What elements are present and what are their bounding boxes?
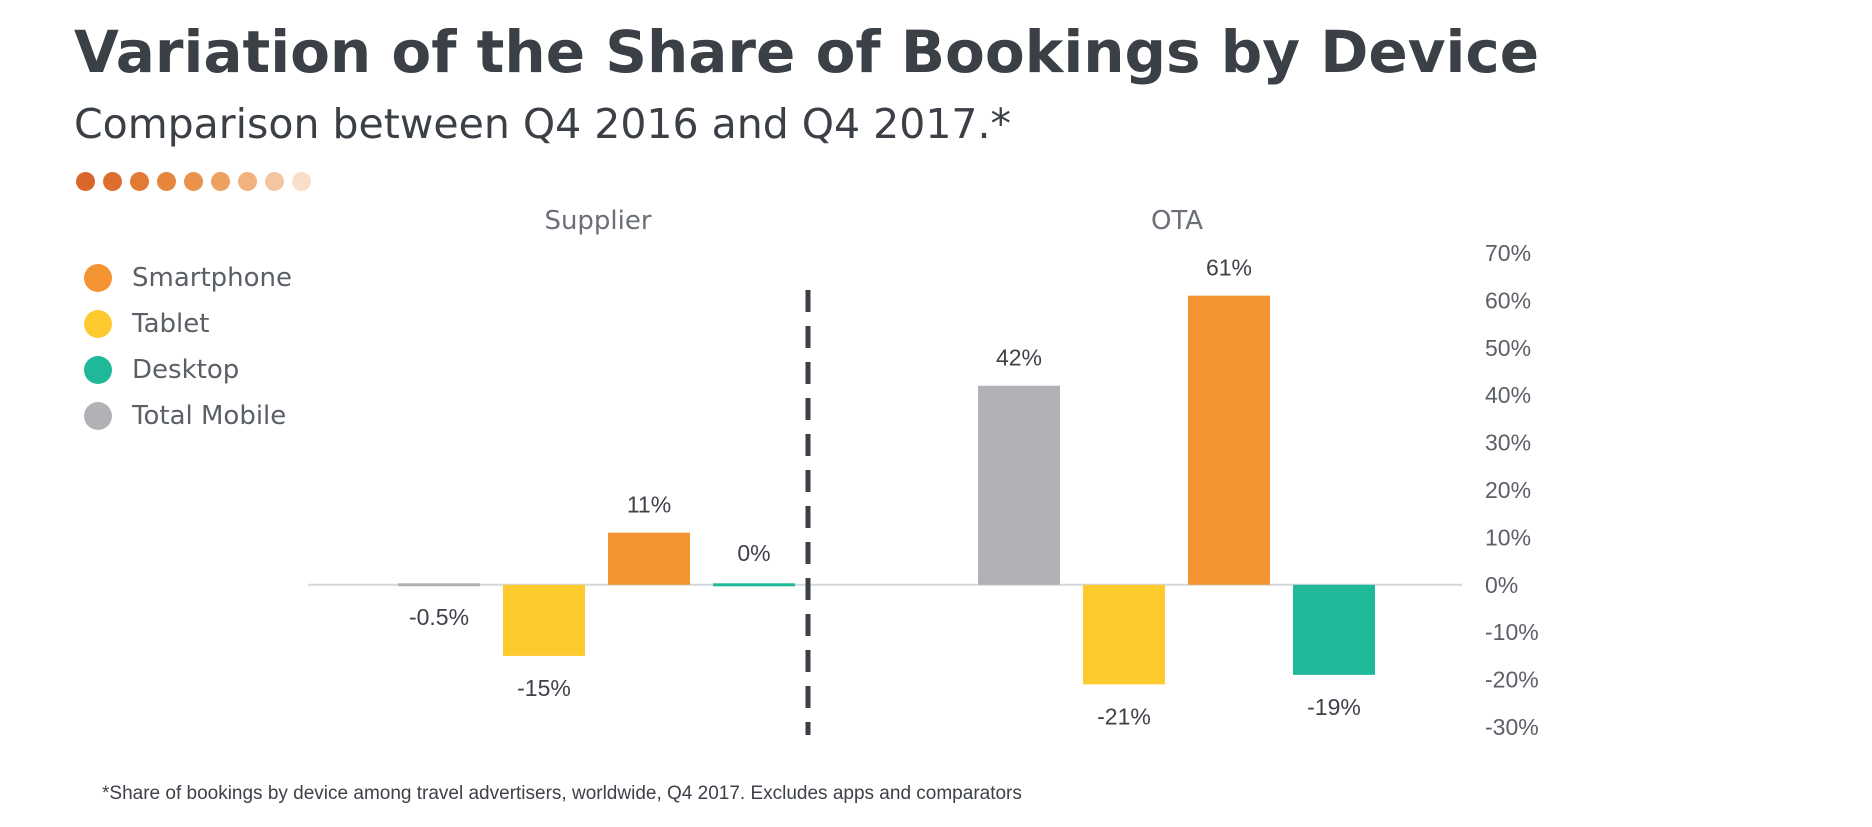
bar xyxy=(608,532,690,585)
data-label: 42% xyxy=(996,345,1042,371)
decorative-dot xyxy=(130,172,149,191)
legend-item: Desktop xyxy=(84,347,292,393)
legend-swatch xyxy=(84,356,112,384)
page-subtitle: Comparison between Q4 2016 and Q4 2017.* xyxy=(74,100,1012,148)
data-label: -0.5% xyxy=(409,604,469,630)
legend-label: Total Mobile xyxy=(132,401,287,431)
data-label: 0% xyxy=(737,540,770,566)
legend-item: Tablet xyxy=(84,301,292,347)
group-label: OTA xyxy=(1151,206,1203,236)
bar xyxy=(398,583,480,587)
y-tick-label: 20% xyxy=(1485,477,1531,503)
y-tick-label: 0% xyxy=(1485,572,1518,598)
decorative-dot xyxy=(238,172,257,191)
y-tick-label: -30% xyxy=(1485,714,1539,740)
decorative-dot xyxy=(292,172,311,191)
data-label: 61% xyxy=(1206,255,1252,281)
bar xyxy=(1083,584,1165,685)
bar xyxy=(713,583,795,587)
bar xyxy=(978,385,1060,585)
decorative-dot xyxy=(211,172,230,191)
y-tick-label: 30% xyxy=(1485,430,1531,456)
data-label: -21% xyxy=(1097,703,1151,729)
legend-label: Tablet xyxy=(132,309,210,339)
decorative-dot xyxy=(184,172,203,191)
bar xyxy=(503,584,585,656)
decorative-dot xyxy=(103,172,122,191)
data-label: -19% xyxy=(1307,694,1361,720)
decorative-dot xyxy=(157,172,176,191)
bar xyxy=(1293,584,1375,675)
y-tick-label: 10% xyxy=(1485,524,1531,550)
legend-swatch xyxy=(84,402,112,430)
legend-swatch xyxy=(84,264,112,292)
decorative-dot xyxy=(76,172,95,191)
legend-item: Smartphone xyxy=(84,255,292,301)
legend-label: Desktop xyxy=(132,355,240,385)
data-label: 11% xyxy=(627,492,671,518)
decorative-dot xyxy=(265,172,284,191)
group-label: Supplier xyxy=(544,206,651,236)
legend-label: Smartphone xyxy=(132,263,293,293)
decorative-dots xyxy=(76,172,311,191)
y-tick-label: 70% xyxy=(1485,240,1531,266)
bar xyxy=(1188,295,1270,585)
y-tick-label: 60% xyxy=(1485,287,1531,313)
y-tick-label: -20% xyxy=(1485,667,1539,693)
chart-legend: Smartphone Tablet Desktop Total Mobile xyxy=(84,255,292,439)
page-title: Variation of the Share of Bookings by De… xyxy=(74,18,1540,86)
legend-swatch xyxy=(84,310,112,338)
y-tick-label: 40% xyxy=(1485,382,1531,408)
data-label: -15% xyxy=(517,675,571,701)
y-tick-label: 50% xyxy=(1485,335,1531,361)
legend-item: Total Mobile xyxy=(84,393,292,439)
y-tick-label: -10% xyxy=(1485,619,1539,645)
footnote: *Share of bookings by device among trave… xyxy=(102,783,1022,804)
